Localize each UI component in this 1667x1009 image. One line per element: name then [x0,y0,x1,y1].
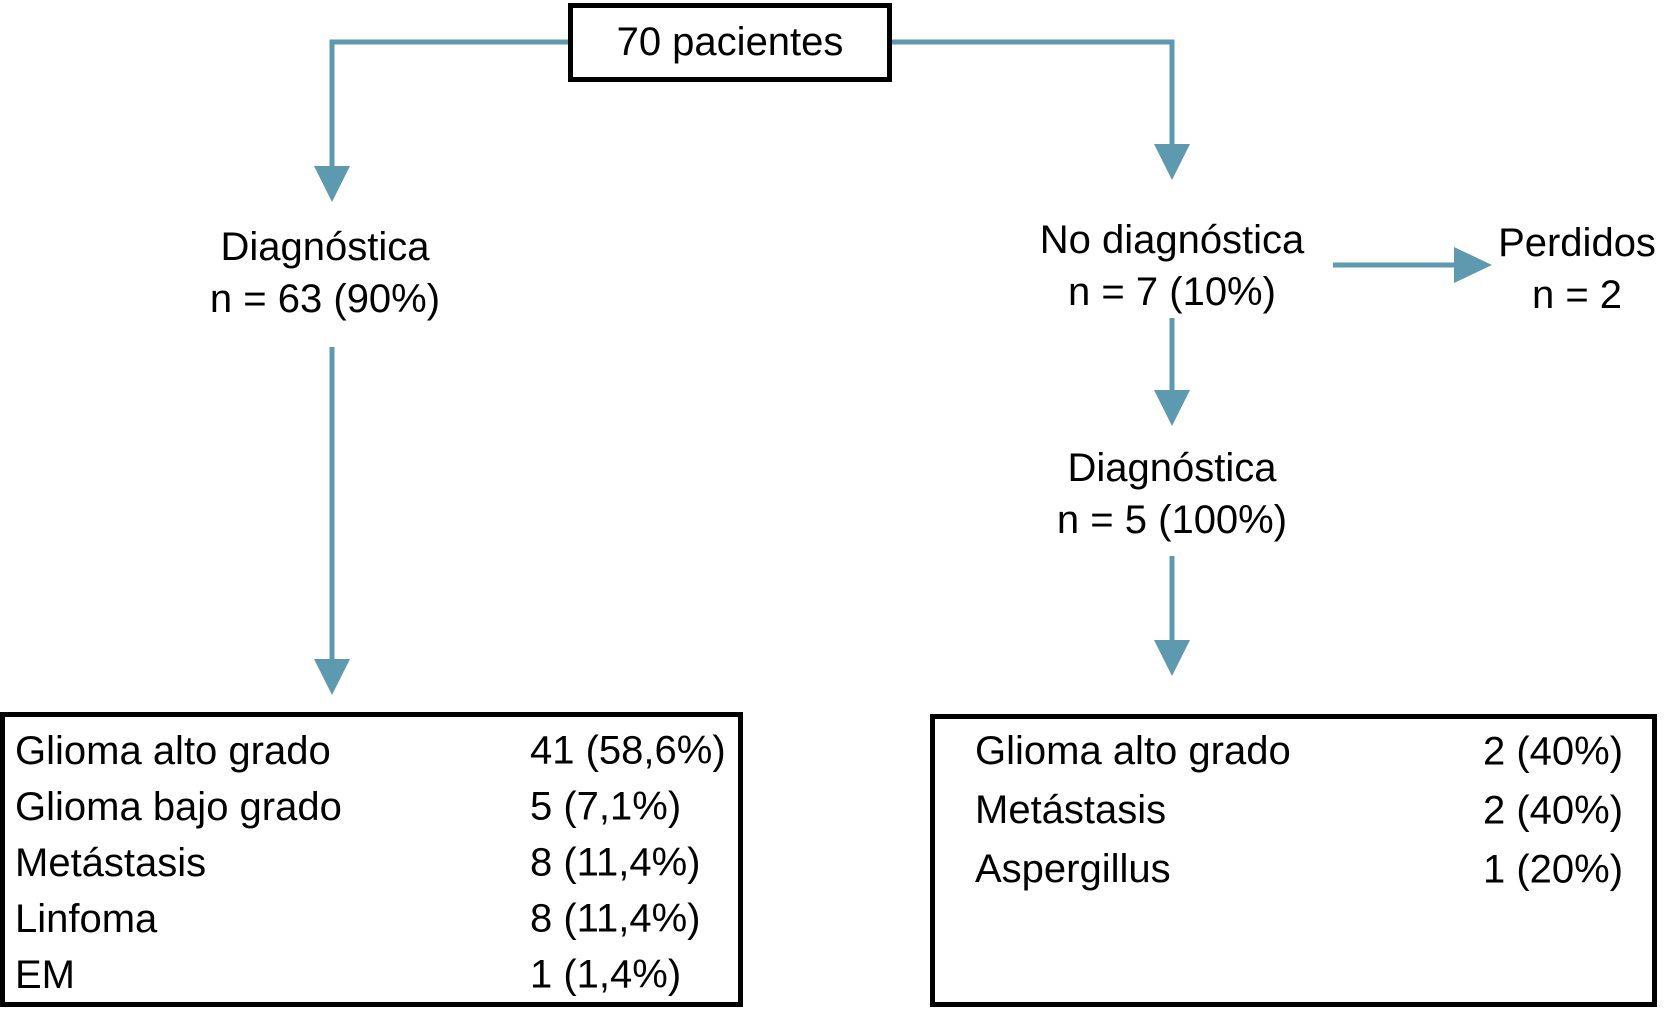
table-row: Linfoma 8 (11,4%) [5,891,738,947]
arrow-root-to-diagnostic-icon [314,39,568,202]
table-row: Glioma alto grado 2 (40%) [935,722,1652,781]
row-label: Aspergillus [975,847,1171,891]
branch-rediagnostic-count: n = 5 (100%) [1056,498,1288,542]
arrow-diagnostic-to-left-outcomes-icon [314,347,350,695]
row-label: Linfoma [15,896,158,941]
row-value: 41 (58,6%) [530,728,726,773]
branch-diagnostic-count: n = 63 (90%) [209,277,441,321]
row-value: 8 (11,4%) [530,840,701,885]
arrow-rediagnostic-to-right-outcomes-icon [1154,556,1190,676]
branch-rediagnostic: Diagnóstica n = 5 (100%) [1057,442,1287,546]
row-label: Metástasis [15,840,207,885]
branch-rediagnostic-title: Diagnóstica [1067,446,1277,490]
root-node: 70 pacientes [568,3,892,82]
row-value: 8 (11,4%) [530,896,701,941]
row-value: 5 (7,1%) [530,784,682,829]
arrow-nondiagnostic-to-lost-icon [1333,247,1492,283]
row-label: EM [15,952,75,997]
root-node-label: 70 pacientes [616,20,844,64]
row-label: Glioma alto grado [15,728,331,773]
arrow-nondiagnostic-to-rediagnostic-icon [1154,318,1190,426]
row-label: Metástasis [975,788,1167,832]
row-value: 2 (40%) [1483,788,1624,832]
branch-nondiagnostic-title: No diagnóstica [1039,218,1305,262]
table-row: Metástasis 8 (11,4%) [5,835,738,891]
row-value: 2 (40%) [1483,729,1624,773]
branch-diagnostic: Diagnóstica n = 63 (90%) [210,221,440,325]
branch-diagnostic-title: Diagnóstica [220,225,430,269]
outcome-table-right: Glioma alto grado 2 (40%) Metástasis 2 (… [930,714,1657,1007]
table-row: Metástasis 2 (40%) [935,781,1652,840]
row-label: Glioma bajo grado [15,784,342,829]
branch-lost-title: Perdidos [1498,221,1656,265]
row-label: Glioma alto grado [975,729,1291,773]
branch-lost: Perdidos n = 2 [1498,217,1656,321]
outcome-table-left: Glioma alto grado 41 (58,6%) Glioma bajo… [0,712,743,1007]
branch-nondiagnostic: No diagnóstica n = 7 (10%) [1040,214,1305,318]
table-row: EM 1 (1,4%) [5,947,738,1003]
branch-nondiagnostic-count: n = 7 (10%) [1068,270,1276,314]
table-row: Glioma alto grado 41 (58,6%) [5,723,738,779]
branch-lost-count: n = 2 [1531,273,1623,317]
row-value: 1 (1,4%) [530,952,682,997]
table-row: Aspergillus 1 (20%) [935,840,1652,899]
table-row: Glioma bajo grado 5 (7,1%) [5,779,738,835]
row-value: 1 (20%) [1483,847,1624,891]
arrow-root-to-nondiagnostic-icon [892,39,1190,180]
